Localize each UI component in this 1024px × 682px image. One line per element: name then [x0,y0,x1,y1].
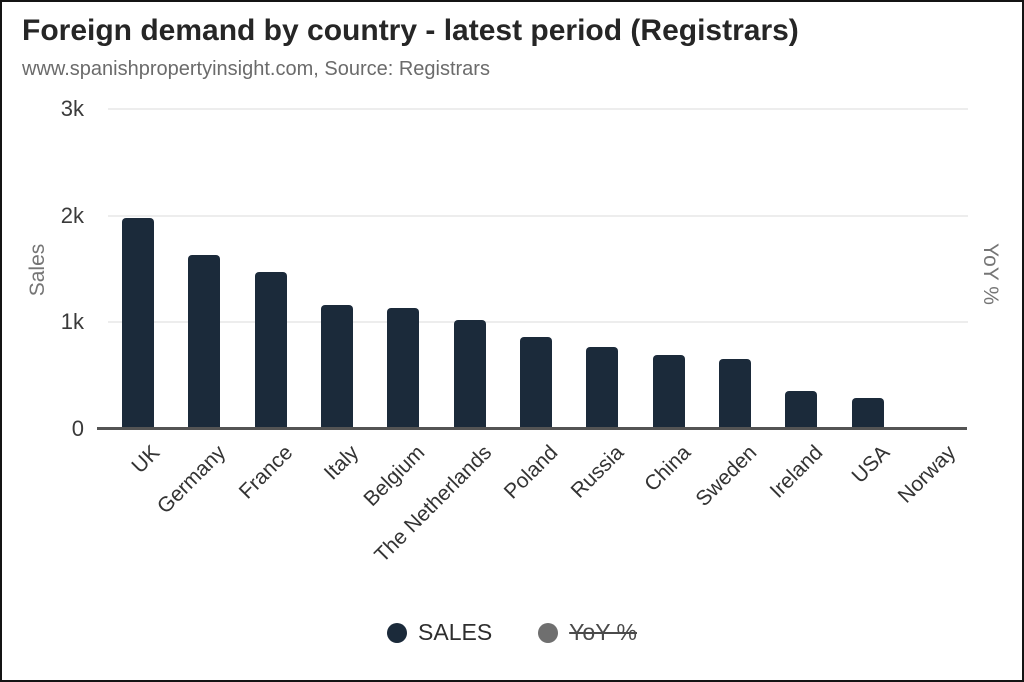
gridline-2k [108,214,968,217]
bar-italy[interactable] [321,304,354,429]
chart-subtitle: www.spanishpropertyinsight.com, Source: … [22,58,490,80]
legend-label-yoy: YoY % [569,619,637,645]
legend-label-sales: SALES [418,619,493,645]
legend: SALES YoY % [2,619,1022,646]
x-label-italy: Italy [319,441,364,485]
x-label-germany: Germany [153,441,231,519]
x-label-poland: Poland [499,441,563,504]
legend-item-yoy[interactable]: YoY % [538,619,637,646]
chart-title: Foreign demand by country - latest perio… [22,14,799,47]
x-label-sweden: Sweden [691,441,762,511]
x-label-ireland: Ireland [765,441,828,503]
y-axis-label-yoy: YoY % [979,243,1002,305]
x-label-france: France [234,441,298,504]
x-label-uk: UK [127,441,165,478]
y-tick-2k: 2k [60,202,84,228]
x-axis-line [97,427,967,430]
x-label-the-netherlands: The Netherlands [369,441,496,568]
bar-sweden[interactable] [718,359,751,429]
bar-germany[interactable] [188,255,221,429]
bar-belgium[interactable] [387,307,420,429]
y-axis-label-sales: Sales [26,243,49,297]
x-label-norway: Norway [893,441,961,508]
gridline-3k [108,108,968,110]
bar-ireland[interactable] [785,391,818,429]
x-label-russia: Russia [566,441,629,503]
bar-china[interactable] [652,355,685,429]
gridline-1k [108,321,968,324]
bar-uk[interactable] [122,217,155,429]
y-tick-1k: 1k [60,309,84,335]
sales-series-dot-icon [387,622,408,643]
y-tick-3k: 3k [60,96,84,121]
x-label-usa: USA [846,441,894,488]
bar-the-netherlands[interactable] [453,319,486,429]
x-label-china: China [639,441,695,497]
bar-france[interactable] [254,271,287,429]
yoy-series-dot-icon [538,622,559,643]
bar-usa[interactable] [851,398,884,429]
y-tick-0: 0 [71,416,84,441]
legend-item-sales[interactable]: SALES [387,619,492,646]
bar-russia[interactable] [586,347,619,429]
bar-poland[interactable] [520,336,552,429]
